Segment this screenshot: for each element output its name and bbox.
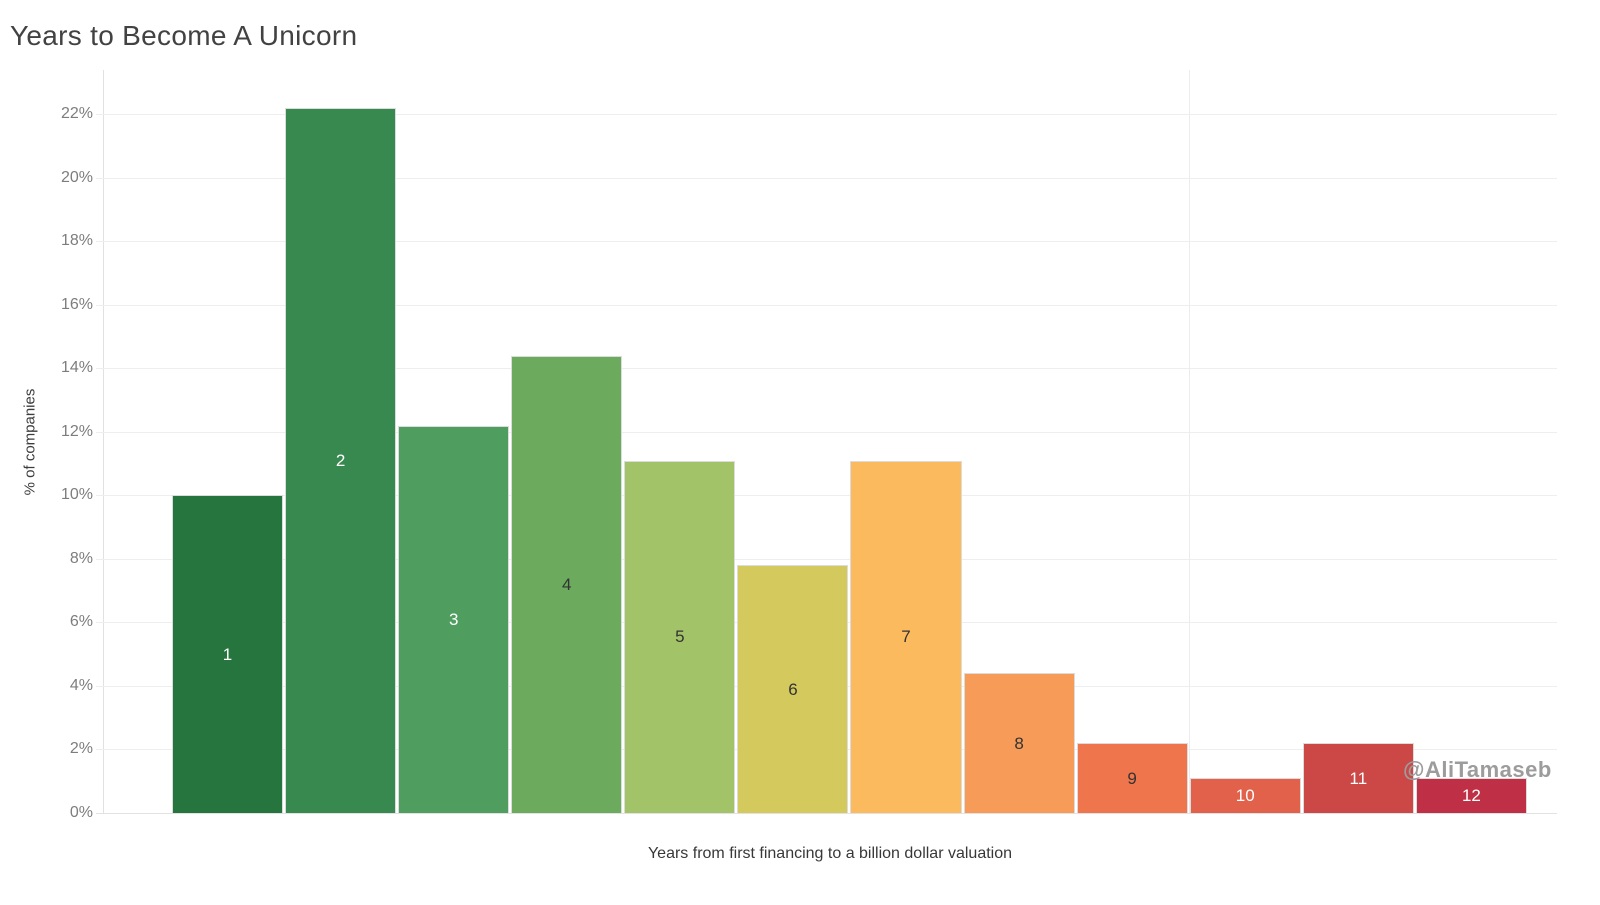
watermark: @AliTamaseb [1403, 757, 1552, 782]
pane-divider [1189, 70, 1190, 813]
bar[interactable]: 8 [963, 673, 1075, 813]
y-tick-label: 14% [60, 359, 93, 377]
y-tick-label: 16% [60, 295, 93, 313]
bar[interactable]: 6 [737, 565, 849, 813]
bar-label: 6 [788, 679, 798, 699]
gridline [96, 431, 1557, 433]
x-axis-title: Years from first financing to a billion … [647, 845, 1013, 862]
bar[interactable]: 2 [285, 108, 397, 813]
bar[interactable]: 11 [1302, 743, 1414, 813]
gridline [96, 495, 1557, 497]
gridline [96, 114, 1557, 116]
gridline [96, 304, 1557, 306]
bar[interactable]: 4 [511, 355, 623, 813]
bar-label: 3 [448, 609, 459, 629]
y-axis-title: % of companies [21, 388, 39, 495]
bar-label: 2 [335, 451, 346, 471]
bar-label: 8 [1014, 733, 1024, 753]
bar[interactable]: 7 [850, 460, 962, 813]
y-tick-label: 18% [60, 232, 93, 250]
gridline [96, 558, 1557, 560]
bar-label: 5 [675, 627, 685, 647]
bar-label: 4 [562, 574, 572, 594]
gridline [96, 241, 1557, 243]
bar[interactable]: 5 [624, 460, 736, 813]
y-tick-label: 0% [69, 804, 93, 821]
gridline [96, 177, 1557, 179]
y-axis-line [103, 70, 104, 813]
plot-area: % of companies 0% 2% 4% 6% 8% 10% 12% 14% 16% 18%… [22, 70, 1557, 821]
y-tick-label: 22% [60, 105, 93, 123]
bar-label: 11 [1349, 768, 1368, 788]
bar[interactable]: 1 [172, 495, 284, 813]
bar-label: 1 [222, 644, 233, 664]
bar[interactable]: 3 [398, 425, 510, 813]
y-tick-label: 8% [69, 549, 93, 567]
bar[interactable]: 12 [1415, 778, 1527, 813]
bar-label: 7 [901, 627, 911, 647]
gridline [96, 813, 1557, 814]
y-tick-label: 4% [69, 676, 93, 694]
y-tick-label: 20% [60, 168, 93, 186]
bar-label: 12 [1461, 786, 1481, 806]
y-tick-label: 12% [60, 422, 93, 440]
gridline [96, 368, 1557, 370]
bar-label: 9 [1127, 768, 1137, 788]
y-tick-label: 10% [60, 486, 93, 504]
bar[interactable]: 10 [1189, 778, 1301, 813]
bar-label: 10 [1235, 786, 1255, 806]
y-tick-label: 6% [69, 613, 93, 631]
bar[interactable]: 9 [1076, 743, 1188, 813]
page-title: Years to Become A Unicorn [10, 20, 358, 51]
y-tick-label: 2% [69, 740, 93, 758]
